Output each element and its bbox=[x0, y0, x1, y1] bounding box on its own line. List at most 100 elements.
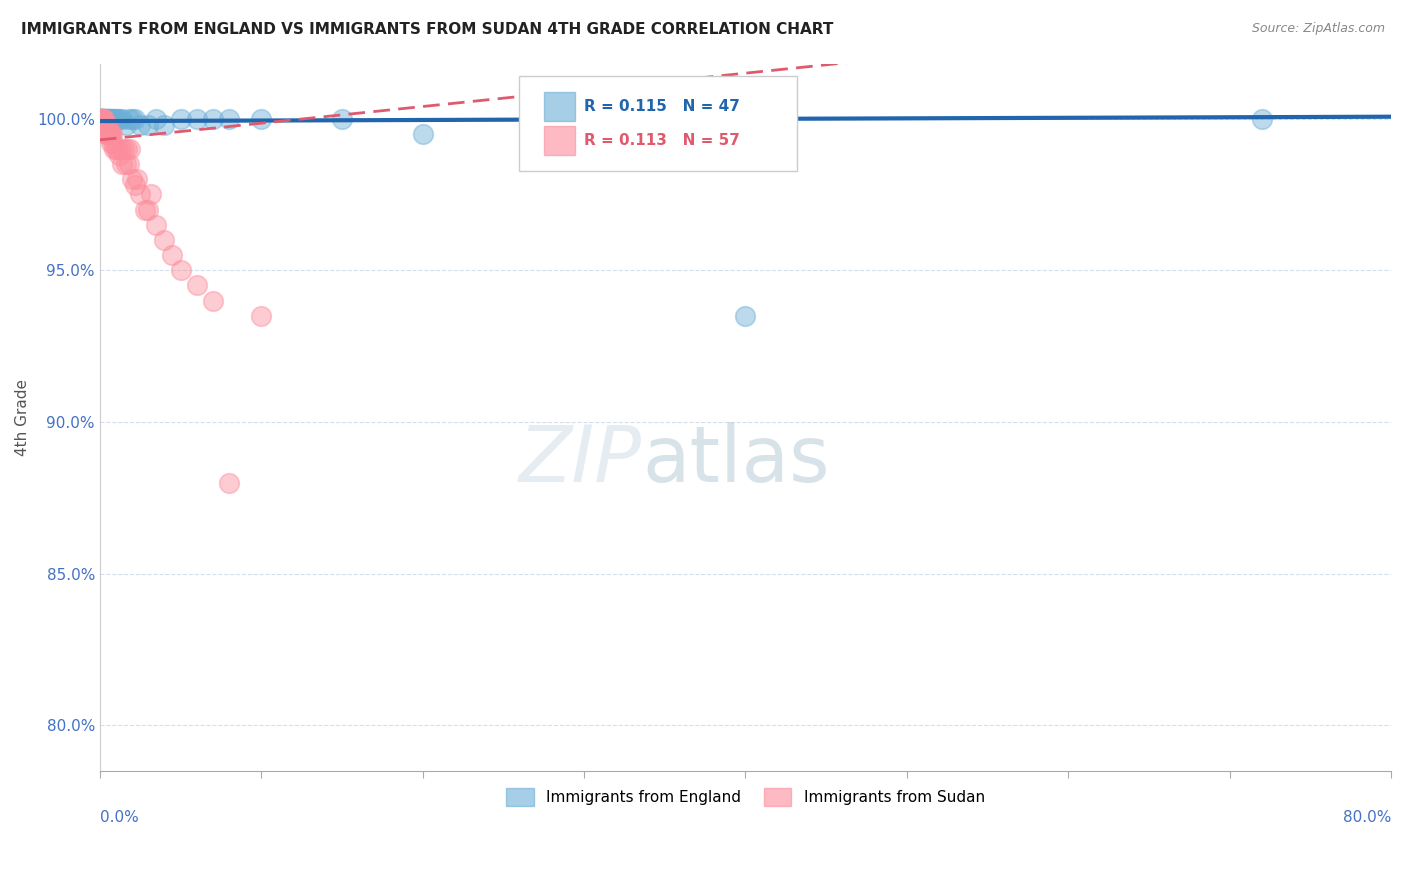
Point bbox=[93, 118, 115, 132]
Point bbox=[91, 112, 114, 126]
Point bbox=[90, 112, 112, 126]
Point bbox=[90, 112, 112, 126]
Point bbox=[100, 127, 122, 141]
Point bbox=[96, 112, 118, 126]
Point bbox=[97, 112, 120, 126]
Point bbox=[129, 118, 152, 132]
Text: R = 0.115   N = 47: R = 0.115 N = 47 bbox=[583, 99, 740, 114]
Point bbox=[186, 278, 208, 293]
Point bbox=[103, 112, 125, 126]
Point bbox=[412, 127, 434, 141]
Point bbox=[97, 127, 120, 141]
Point bbox=[330, 112, 353, 126]
Point bbox=[169, 112, 191, 126]
Point bbox=[101, 136, 124, 150]
Point bbox=[114, 157, 136, 171]
FancyBboxPatch shape bbox=[544, 93, 575, 120]
Point bbox=[121, 112, 143, 126]
Point bbox=[101, 127, 124, 141]
Point bbox=[96, 118, 118, 132]
Point bbox=[145, 112, 167, 126]
Point bbox=[124, 112, 146, 126]
Point bbox=[1250, 112, 1272, 126]
Point bbox=[93, 118, 115, 132]
Point bbox=[104, 112, 127, 126]
Y-axis label: 4th Grade: 4th Grade bbox=[15, 379, 30, 456]
Point bbox=[94, 127, 117, 141]
Point bbox=[96, 112, 118, 126]
Point bbox=[94, 112, 117, 126]
Point bbox=[201, 112, 224, 126]
Point bbox=[98, 127, 121, 141]
Point bbox=[162, 248, 184, 262]
Point bbox=[108, 112, 131, 126]
Point bbox=[90, 112, 112, 126]
FancyBboxPatch shape bbox=[519, 76, 797, 171]
Point bbox=[108, 148, 131, 162]
Point bbox=[186, 112, 208, 126]
Text: R = 0.113   N = 57: R = 0.113 N = 57 bbox=[583, 133, 740, 148]
Point bbox=[98, 127, 121, 141]
Point bbox=[118, 112, 141, 126]
Point bbox=[90, 112, 112, 126]
Point bbox=[100, 136, 122, 150]
Point bbox=[90, 112, 112, 126]
Point bbox=[93, 118, 115, 132]
Point bbox=[218, 475, 240, 490]
Point bbox=[90, 112, 112, 126]
Point bbox=[97, 118, 120, 132]
Point bbox=[91, 112, 114, 126]
Point bbox=[94, 118, 117, 132]
Point bbox=[107, 112, 129, 126]
Point bbox=[250, 309, 273, 323]
Point bbox=[141, 187, 163, 202]
Point bbox=[94, 112, 117, 126]
Point bbox=[201, 293, 224, 308]
Point bbox=[97, 112, 120, 126]
Point bbox=[153, 118, 176, 132]
Point bbox=[98, 112, 121, 126]
Text: IMMIGRANTS FROM ENGLAND VS IMMIGRANTS FROM SUDAN 4TH GRADE CORRELATION CHART: IMMIGRANTS FROM ENGLAND VS IMMIGRANTS FR… bbox=[21, 22, 834, 37]
Point bbox=[91, 112, 114, 126]
Point bbox=[111, 112, 134, 126]
Point bbox=[104, 142, 127, 156]
Point bbox=[96, 127, 118, 141]
Point bbox=[98, 112, 121, 126]
Text: 80.0%: 80.0% bbox=[1343, 810, 1391, 824]
Point bbox=[96, 112, 118, 126]
Point bbox=[90, 112, 112, 126]
Point bbox=[101, 112, 124, 126]
Point bbox=[93, 112, 115, 126]
Point bbox=[90, 112, 112, 126]
Point bbox=[734, 309, 756, 323]
Point bbox=[91, 112, 114, 126]
Point bbox=[118, 157, 141, 171]
Point bbox=[121, 172, 143, 186]
Point bbox=[134, 202, 156, 217]
Point bbox=[90, 112, 112, 126]
Text: ZIP: ZIP bbox=[519, 422, 643, 498]
Point bbox=[91, 112, 114, 126]
Point bbox=[111, 157, 134, 171]
Point bbox=[145, 218, 167, 232]
Point bbox=[101, 112, 124, 126]
Point bbox=[90, 112, 112, 126]
FancyBboxPatch shape bbox=[544, 127, 575, 154]
Point bbox=[124, 178, 146, 193]
Text: 0.0%: 0.0% bbox=[100, 810, 139, 824]
Point bbox=[91, 112, 114, 126]
Point bbox=[107, 142, 129, 156]
Point bbox=[136, 202, 159, 217]
Point bbox=[93, 112, 115, 126]
Text: atlas: atlas bbox=[643, 422, 830, 498]
Point bbox=[93, 112, 115, 126]
Legend: Immigrants from England, Immigrants from Sudan: Immigrants from England, Immigrants from… bbox=[501, 781, 991, 813]
Point bbox=[153, 233, 176, 247]
Point bbox=[91, 112, 114, 126]
Point bbox=[96, 112, 118, 126]
Point bbox=[97, 127, 120, 141]
Point bbox=[120, 142, 142, 156]
Point bbox=[136, 118, 159, 132]
Point bbox=[96, 127, 118, 141]
Text: Source: ZipAtlas.com: Source: ZipAtlas.com bbox=[1251, 22, 1385, 36]
